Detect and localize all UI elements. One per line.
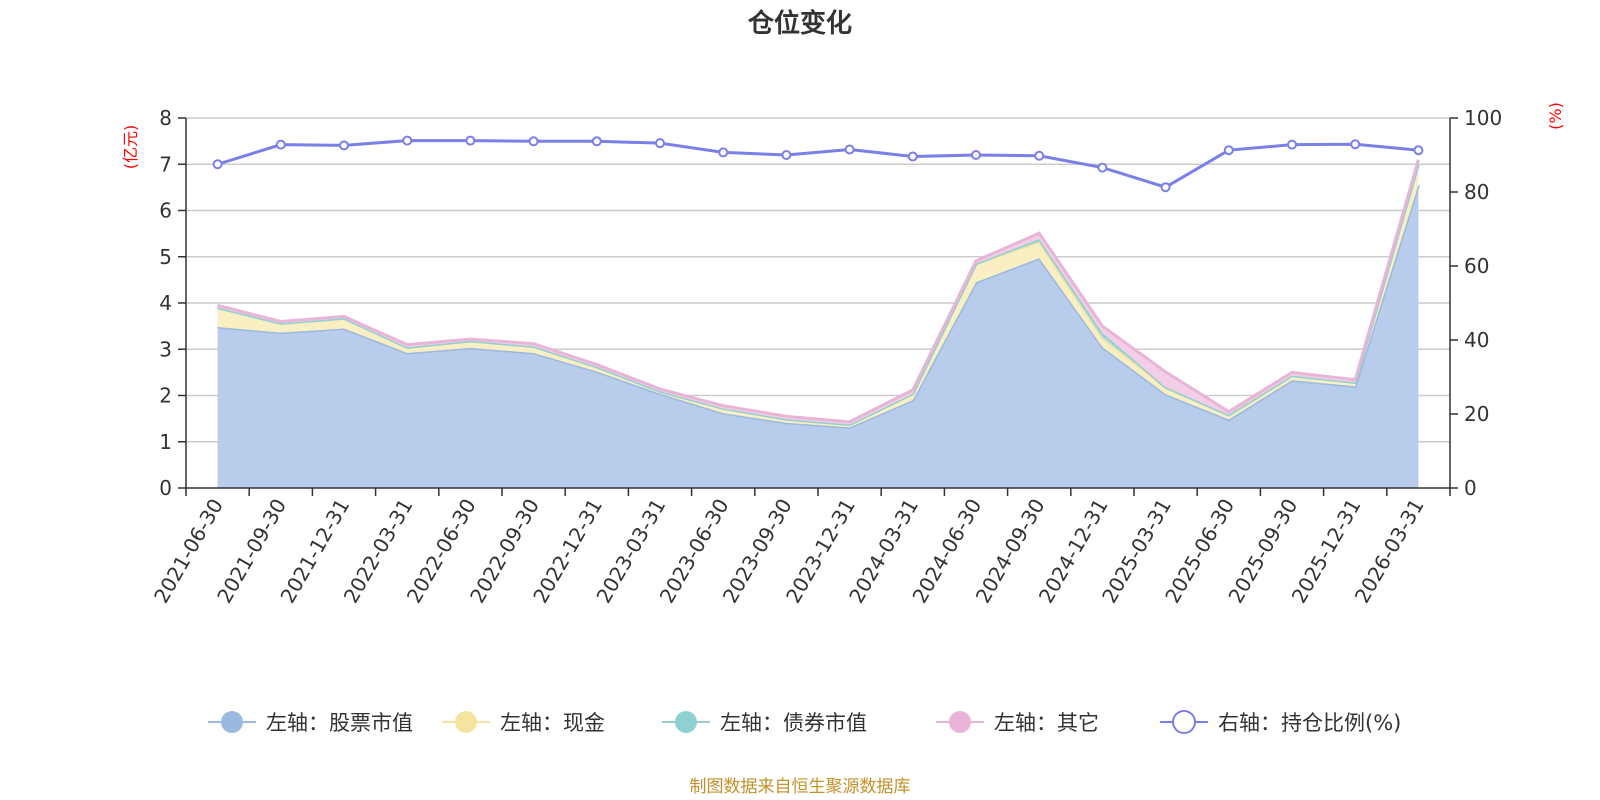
legend-label: 左轴：债券市值 [720,711,867,735]
left-tick-label: 8 [159,106,172,130]
right-tick-label: 80 [1464,180,1489,204]
legend-marker [455,711,477,733]
left-tick-label: 5 [159,245,172,269]
ratio-point [1350,139,1361,150]
area-series [217,159,1420,488]
right-tick-label: 40 [1464,328,1489,352]
left-tick-label: 3 [159,337,172,361]
left-tick-label: 2 [159,384,172,408]
right-axis-unit: (%) [1546,102,1565,130]
ratio-point [339,140,349,151]
left-tick-label: 6 [159,199,172,223]
ratio-point [718,147,729,158]
area-1 [217,185,1419,488]
ratio-point [1160,182,1171,193]
ratio-point [1034,150,1045,161]
left-axis-unit: (亿元) [121,125,140,170]
legend-label: 左轴：其它 [994,711,1099,735]
left-tick-label: 4 [159,291,172,315]
chart-title: 仓位变化 [747,8,852,39]
legend-label: 左轴：现金 [500,711,605,735]
right-tick-label: 100 [1464,106,1502,130]
right-tick-label: 20 [1464,402,1489,426]
ratio-point [591,136,602,147]
ratio-line [217,139,1419,189]
legend-item-3[interactable]: 左轴：债券市值 [662,711,867,735]
ratio-point [1413,145,1424,156]
line-series [212,135,1424,193]
legend-label: 右轴：持仓比例(%) [1218,711,1401,735]
left-tick-label: 0 [159,476,172,500]
ratio-point [1097,162,1108,173]
legend-item-1[interactable]: 左轴：股票市值 [208,711,413,735]
ratio-point [907,151,918,162]
left-tick-label: 1 [159,430,172,454]
ratio-point [971,150,981,160]
right-tick-label: 60 [1464,254,1489,278]
legend-item-5[interactable]: 右轴：持仓比例(%) [1160,710,1401,735]
legend-marker [221,711,243,733]
ratio-point [655,138,665,149]
ratio-point [528,136,539,147]
left-tick-label: 7 [159,152,172,176]
ratio-point [1287,139,1297,150]
legend-item-4[interactable]: 左轴：其它 [936,711,1099,735]
legend-marker [1172,710,1196,734]
legend-item-2[interactable]: 左轴：现金 [442,711,605,735]
data-source-note: 制图数据来自恒生聚源数据库 [690,777,911,797]
ratio-point [402,135,413,146]
ratio-point [465,135,476,146]
right-tick-label: 0 [1464,476,1477,500]
ratio-point [212,159,223,170]
area-line-4 [217,159,1420,424]
legend[interactable]: 左轴：股票市值 左轴：现金 左轴：债券市值 左轴：其它 右轴：持仓比例(%) [208,710,1401,735]
ratio-point [781,150,792,160]
ratio-point [275,139,286,150]
legend-marker [675,711,697,733]
ratio-point [844,144,855,155]
ratio-point [1223,145,1234,156]
legend-marker [949,711,971,733]
legend-label: 左轴：股票市值 [266,711,413,735]
